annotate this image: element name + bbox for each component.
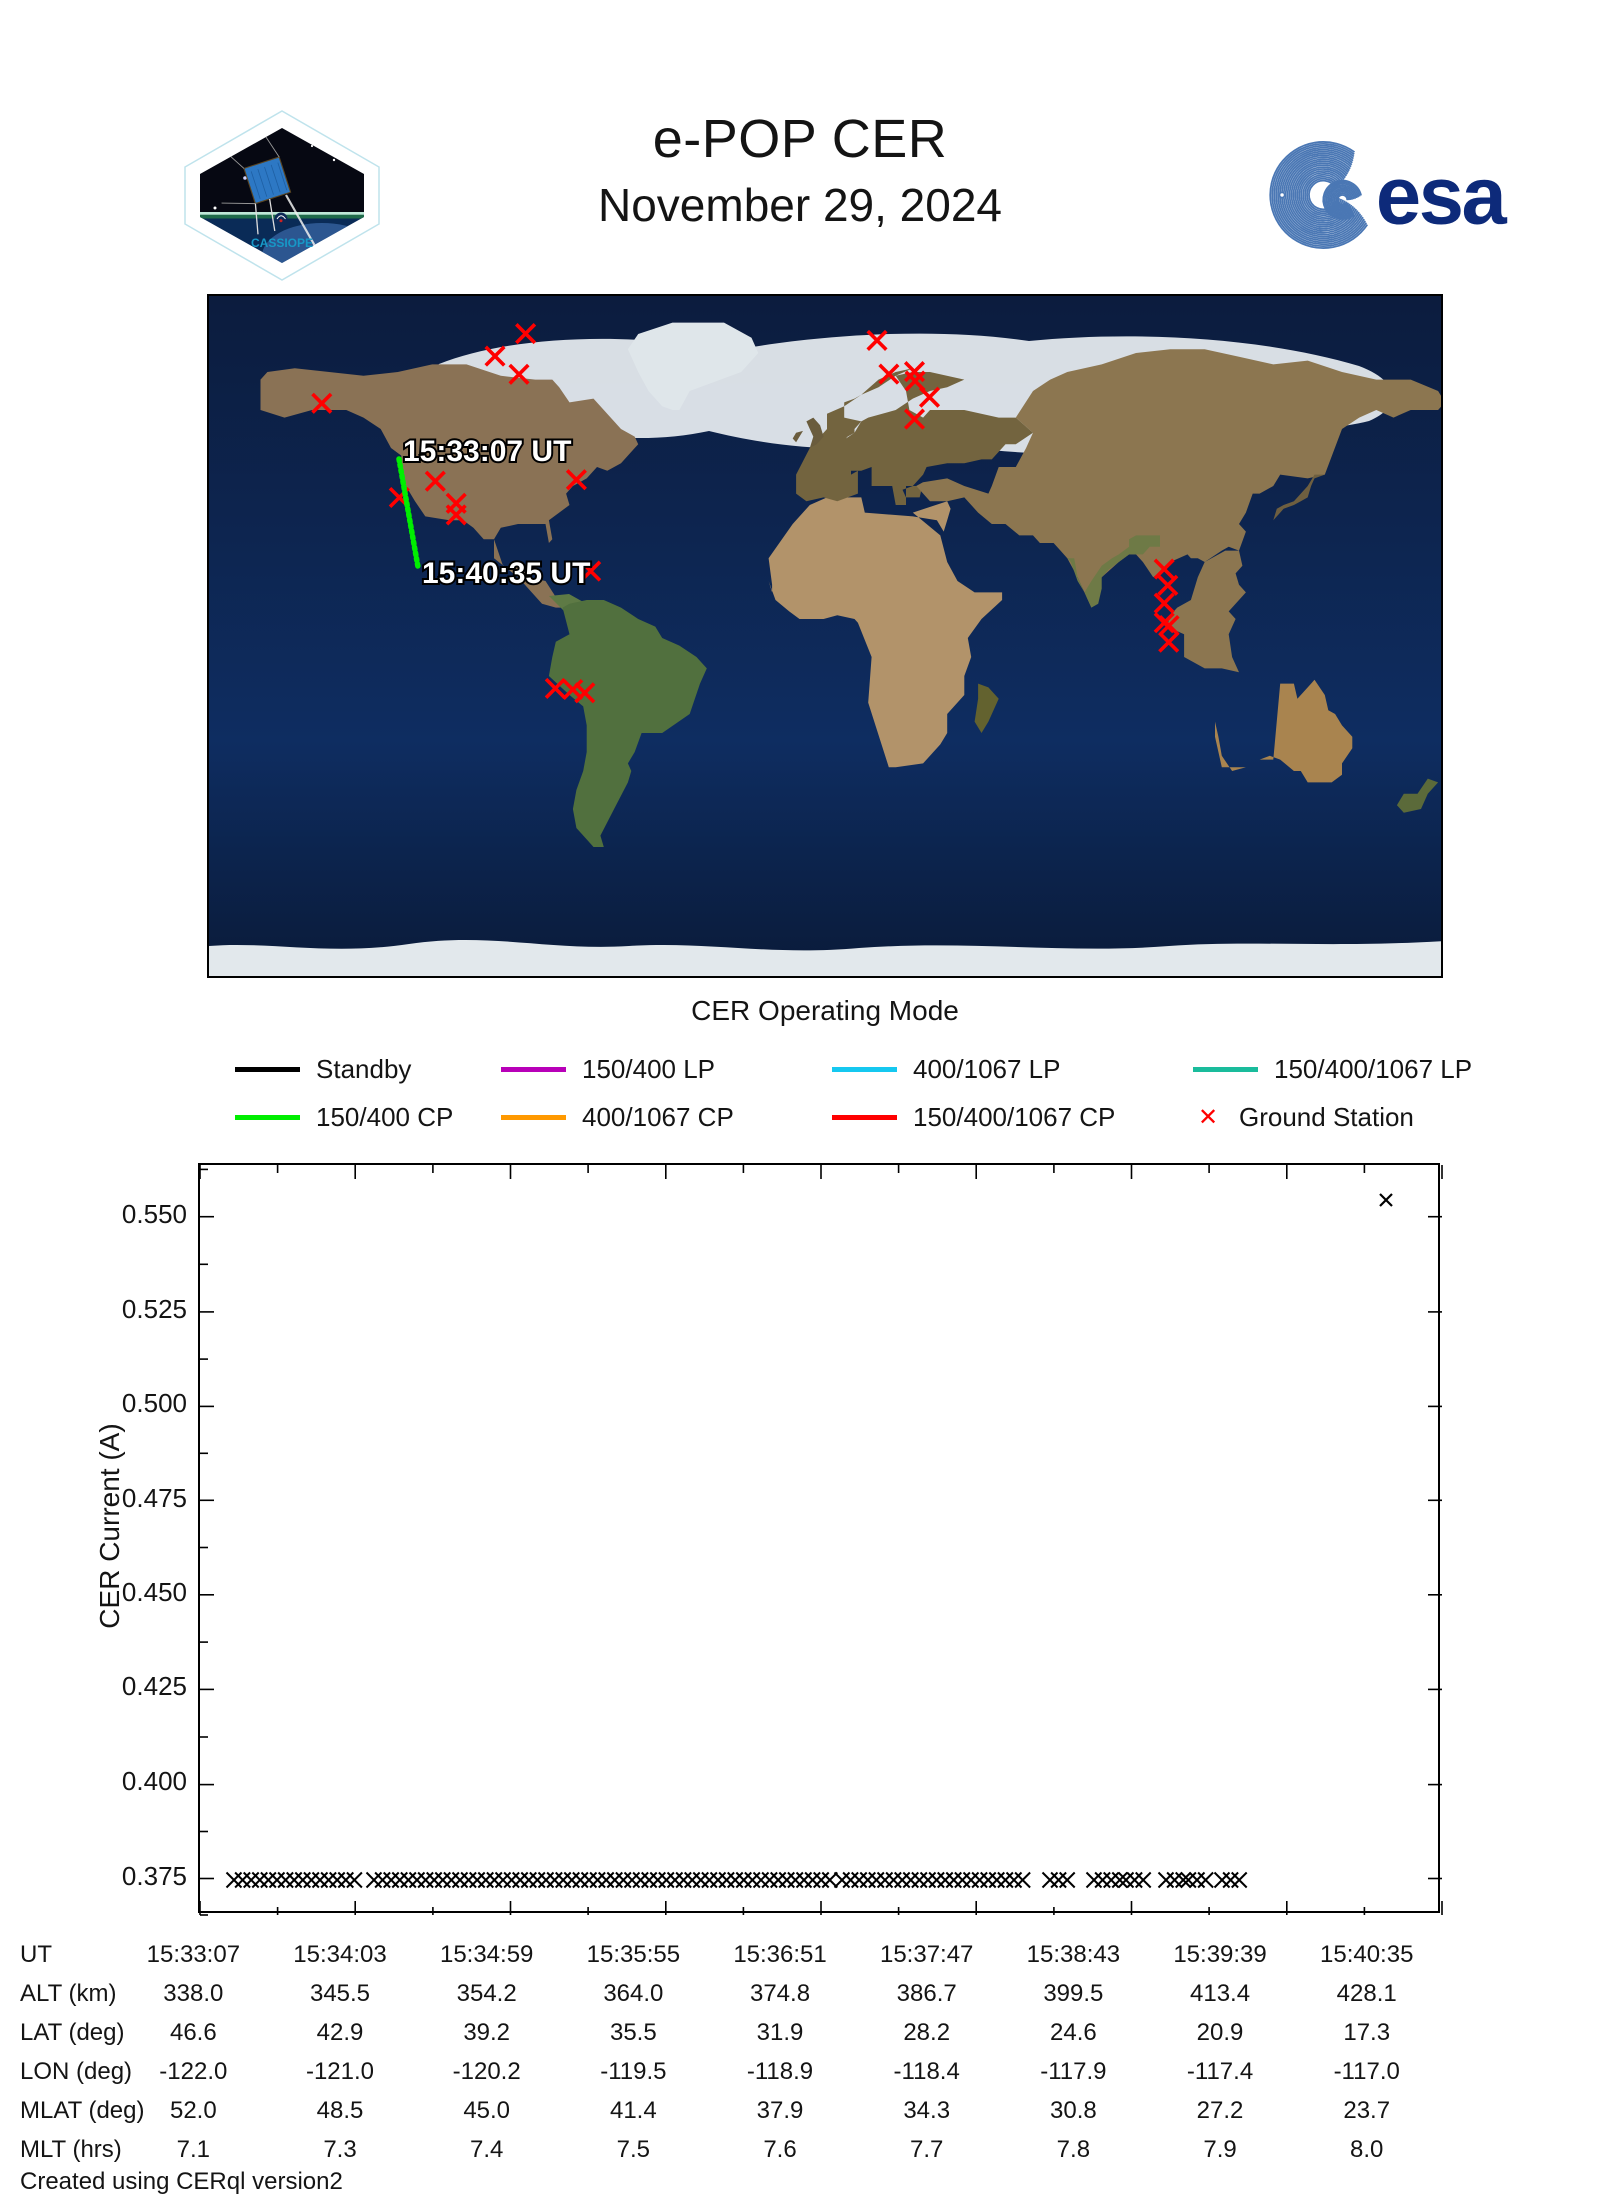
svg-text:15:33:07 UT: 15:33:07 UT (403, 435, 571, 468)
svg-text:CASSIOPE: CASSIOPE (251, 236, 313, 250)
svg-text:esa: esa (1376, 151, 1508, 242)
svg-text:15:40:35 UT: 15:40:35 UT (422, 557, 590, 590)
